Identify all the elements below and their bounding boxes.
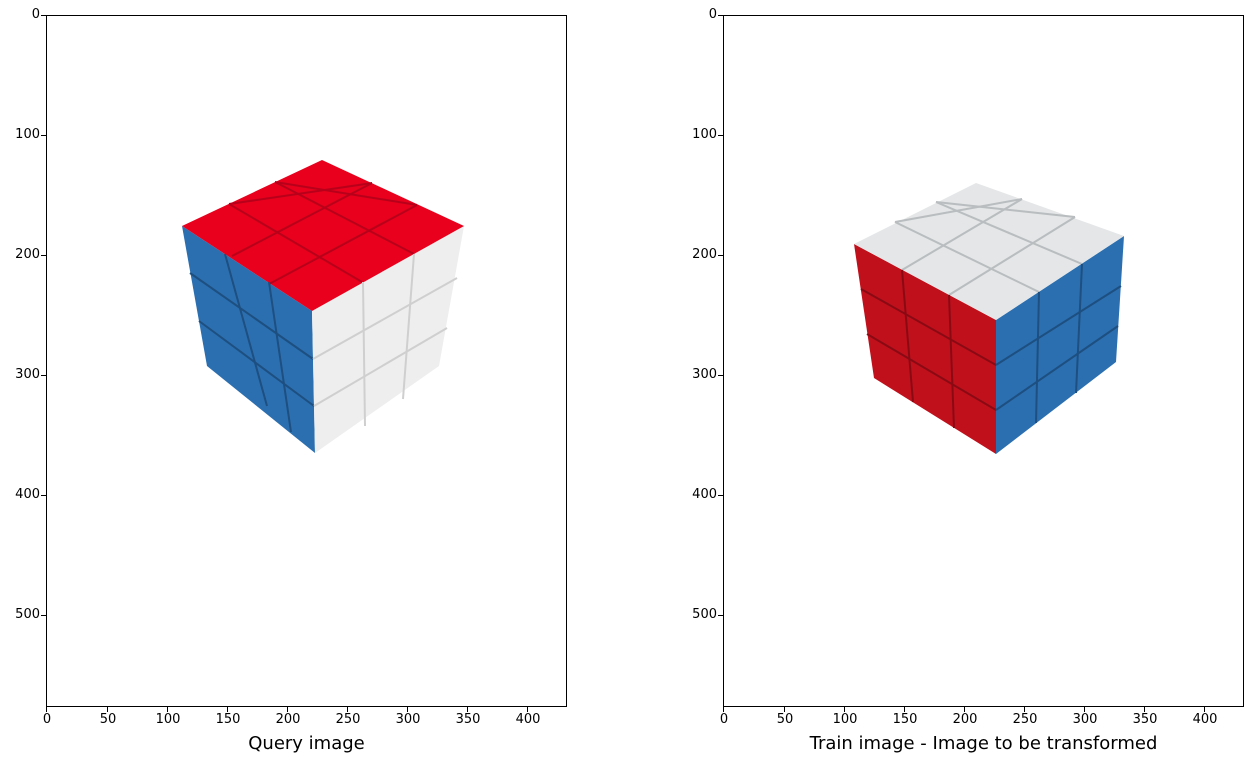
y-tick-label: 300 (692, 367, 717, 382)
x-tick-label: 150 (215, 712, 241, 727)
x-tick-label: 0 (719, 712, 729, 727)
train-image-xlabel: Train image - Image to be transformed (809, 733, 1158, 754)
x-tick-label: 200 (952, 712, 978, 727)
x-tick-label: 50 (776, 712, 794, 727)
x-tick-label: 350 (1132, 712, 1158, 727)
x-tick-label: 250 (1012, 712, 1038, 727)
x-tick-label: 400 (1192, 712, 1218, 727)
x-tick-label: 200 (275, 712, 301, 727)
x-tick-label: 350 (455, 712, 481, 727)
train-cube-image (854, 183, 1124, 454)
y-tick-label: 200 (692, 247, 717, 262)
x-tick-label: 300 (395, 712, 421, 727)
y-tick-label: 500 (692, 607, 717, 622)
query-cube-image (182, 160, 464, 453)
x-tick-label: 400 (515, 712, 541, 727)
query-image-axes (46, 15, 567, 707)
y-tick-label: 300 (15, 367, 40, 382)
y-tick-label: 0 (708, 7, 717, 22)
x-tick-label: 250 (335, 712, 361, 727)
y-tick-label: 100 (15, 127, 40, 142)
y-tick-label: 200 (15, 247, 40, 262)
x-tick-label: 100 (832, 712, 858, 727)
y-tick-label: 100 (692, 127, 717, 142)
x-tick-label: 50 (99, 712, 117, 727)
x-tick-label: 150 (892, 712, 918, 727)
x-tick-label: 0 (42, 712, 52, 727)
query-image-xlabel: Query image (248, 733, 365, 754)
y-tick-label: 400 (15, 487, 40, 502)
train-image-axes (723, 15, 1244, 707)
y-tick-label: 0 (31, 7, 40, 22)
x-tick-label: 100 (155, 712, 181, 727)
y-tick-label: 500 (15, 607, 40, 622)
y-tick-label: 400 (692, 487, 717, 502)
x-tick-label: 300 (1072, 712, 1098, 727)
